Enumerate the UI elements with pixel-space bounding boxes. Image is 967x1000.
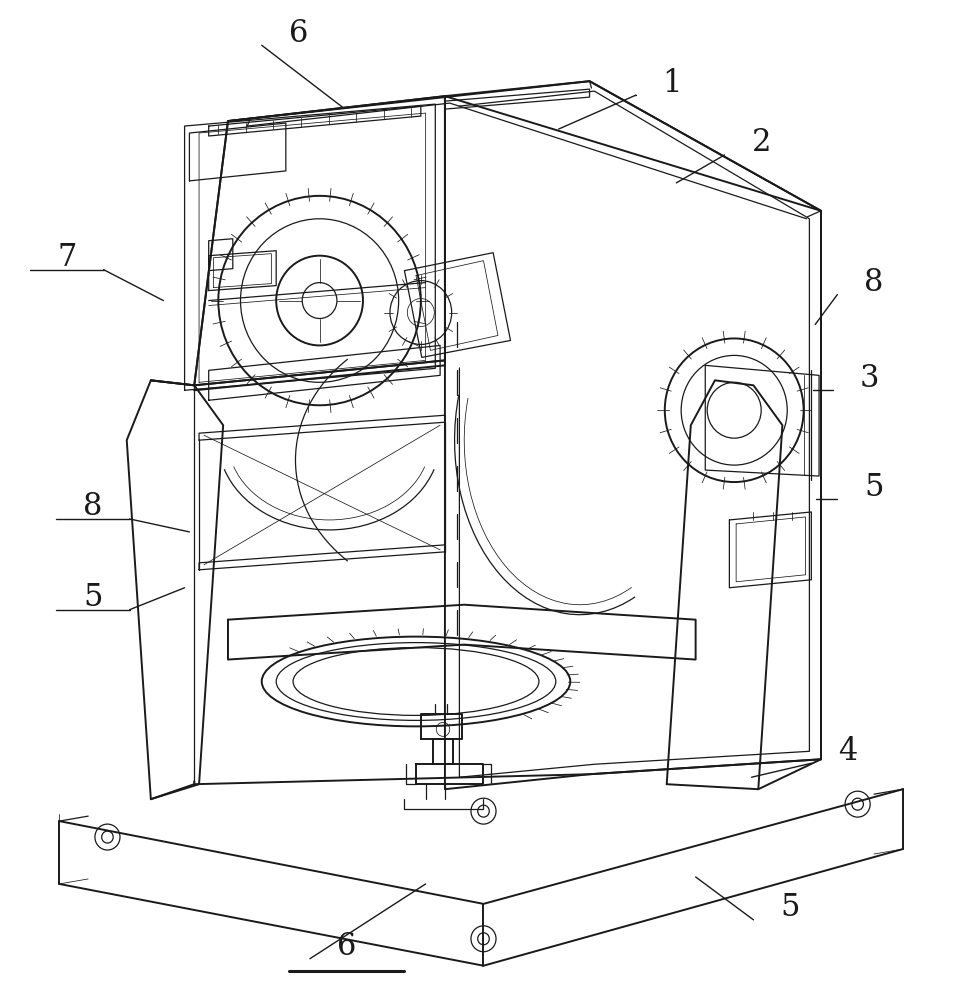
Text: 8: 8 xyxy=(83,491,103,522)
Text: 4: 4 xyxy=(838,736,858,767)
Text: 2: 2 xyxy=(751,127,771,158)
Text: 1: 1 xyxy=(661,68,682,99)
Text: 5: 5 xyxy=(864,472,884,503)
Text: 5: 5 xyxy=(83,582,103,613)
Text: 7: 7 xyxy=(57,242,76,273)
Text: 3: 3 xyxy=(860,363,879,394)
Text: 8: 8 xyxy=(864,267,884,298)
Text: 6: 6 xyxy=(289,18,308,49)
Text: 6: 6 xyxy=(337,931,356,962)
Text: 5: 5 xyxy=(780,892,800,923)
